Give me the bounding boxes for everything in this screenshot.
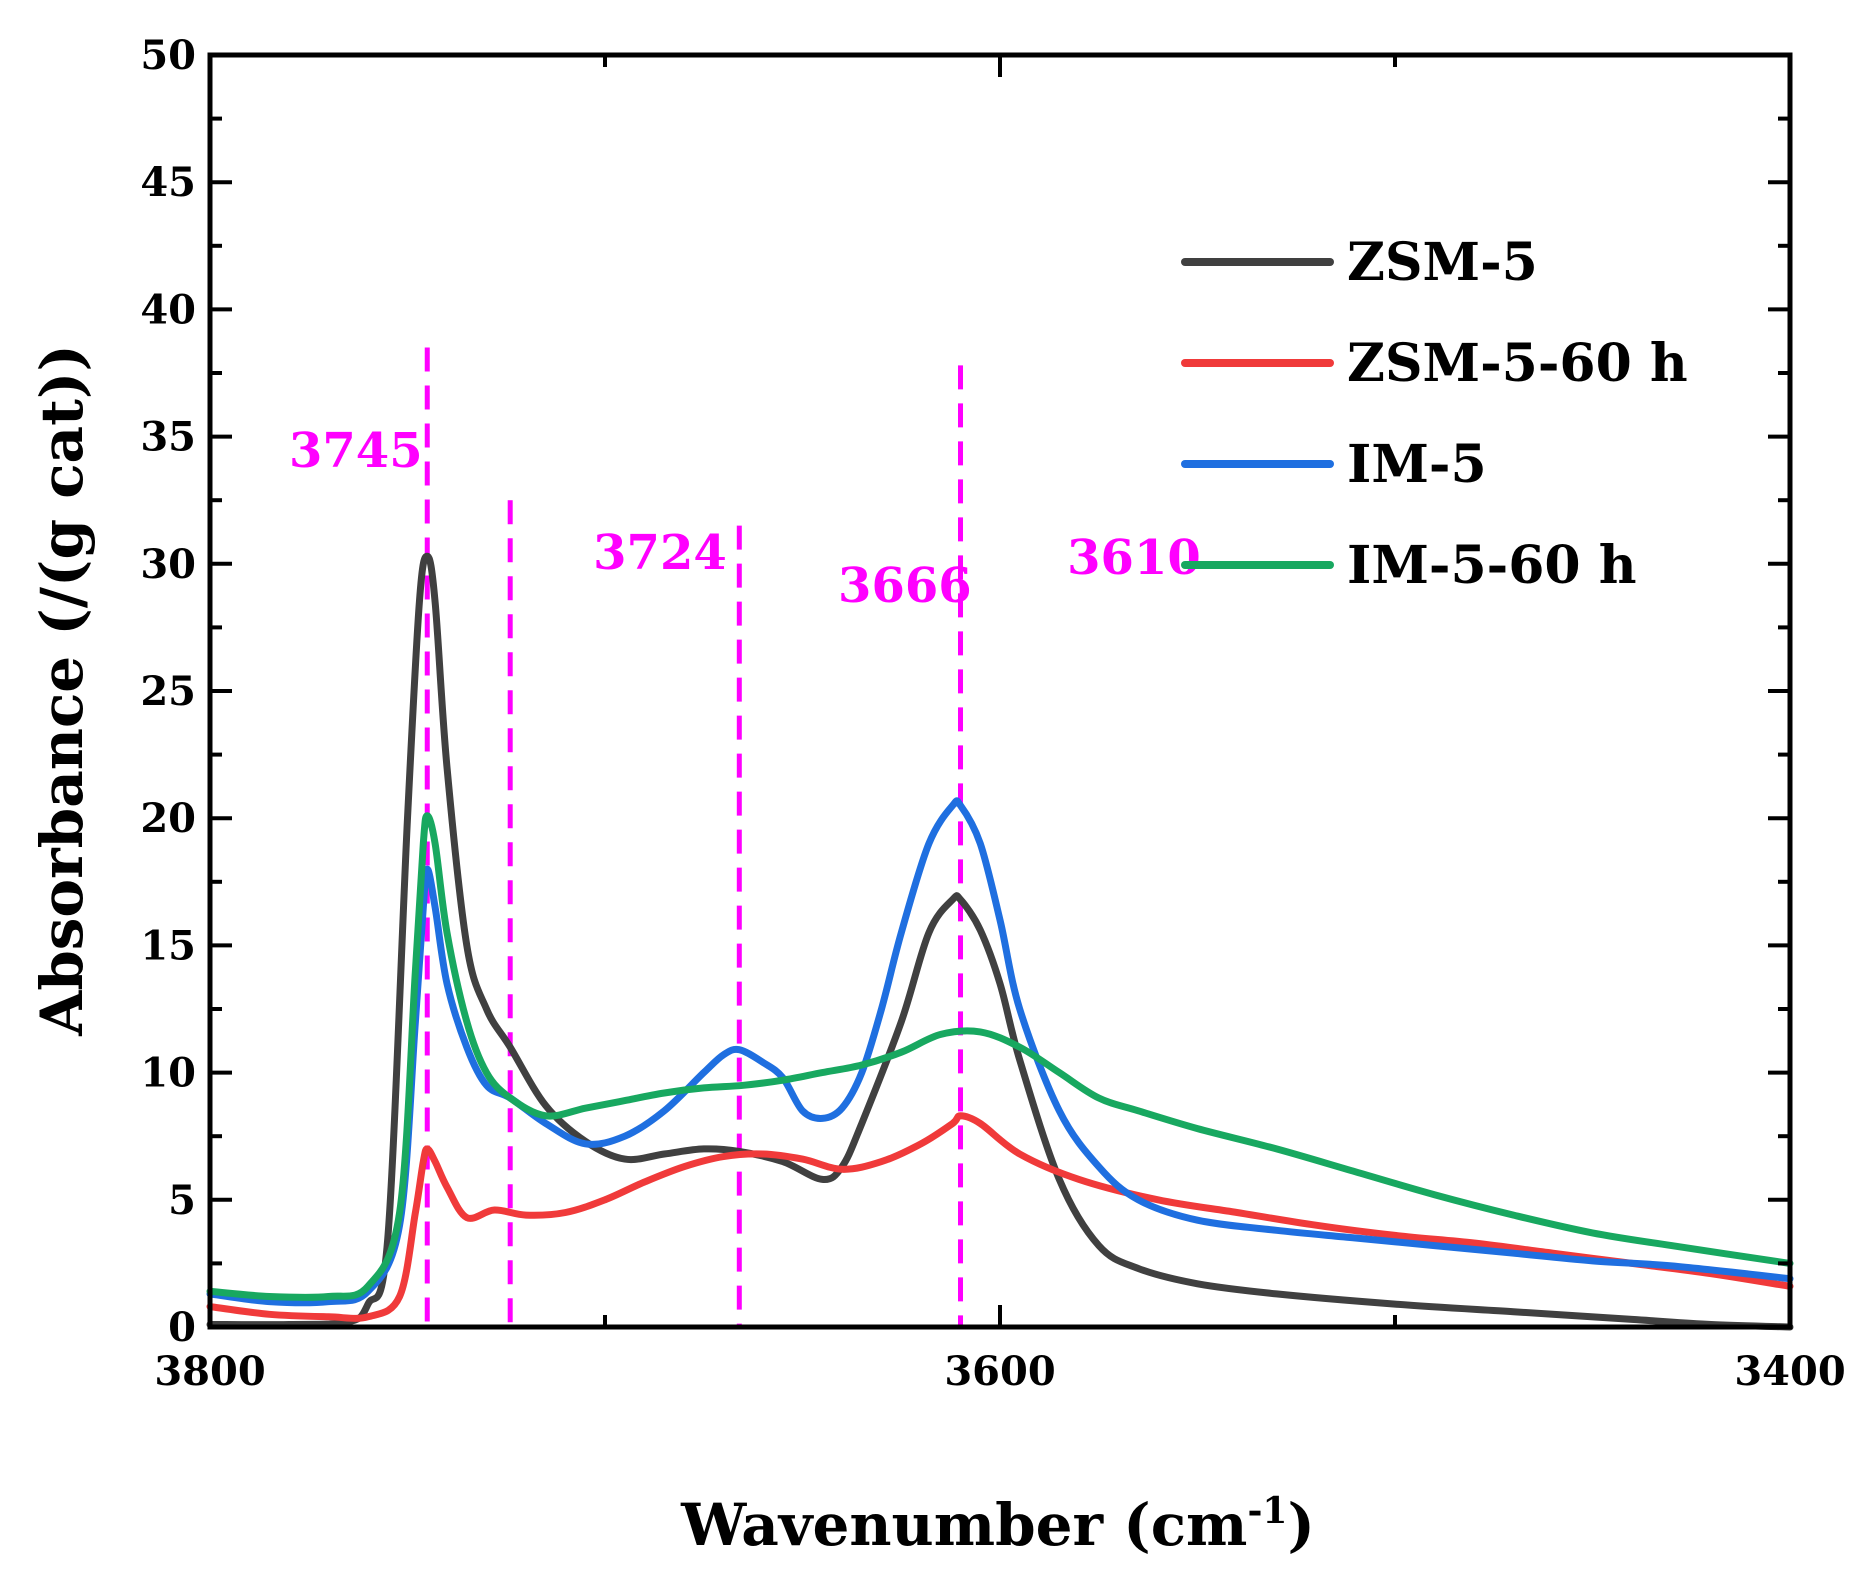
series-line-zsm-5-60-h <box>206 1112 1794 1322</box>
y-tick-label: 45 <box>140 159 196 206</box>
annotation-label-3745: 3745 <box>289 423 423 479</box>
annotation-label-3666: 3666 <box>838 558 972 614</box>
y-tick-label: 20 <box>140 795 196 842</box>
y-tick-label: 35 <box>140 414 196 461</box>
y-tick-label: 15 <box>140 922 196 969</box>
x-tick-label: 3600 <box>944 1348 1055 1395</box>
x-axis-title-sup: -1 <box>1247 1490 1287 1532</box>
x-axis-title: Wavenumber (cm-1) <box>680 1490 1315 1559</box>
series-line-im-5 <box>206 797 1794 1307</box>
y-axis-title: Absorbance (/(g cat)) <box>28 344 96 1037</box>
y-tick-label: 5 <box>168 1177 196 1224</box>
y-tick-label: 0 <box>168 1304 196 1351</box>
y-tick-label: 25 <box>140 668 196 715</box>
legend-label-im-5-60-h: IM-5-60 h <box>1347 535 1637 596</box>
x-axis-title-end: ) <box>1287 1491 1314 1559</box>
legend: ZSM-5 ZSM-5-60 h IM-5 IM-5-60 h <box>1181 232 1688 596</box>
series-line-im-5-60-h <box>206 812 1794 1301</box>
y-tick-label: 50 <box>140 32 196 79</box>
annotation-label-3610: 3610 <box>1067 530 1201 586</box>
legend-label-zsm-5: ZSM-5 <box>1347 232 1538 293</box>
y-tick-label: 10 <box>140 1050 196 1097</box>
x-tick-label: 3400 <box>1734 1348 1845 1395</box>
y-tick-label: 30 <box>140 541 196 588</box>
legend-label-im-5: IM-5 <box>1347 434 1487 495</box>
legend-label-zsm-5-60-h: ZSM-5-60 h <box>1347 333 1688 394</box>
tick-layer: 0 5 10 15 20 25 30 35 40 45 50 3800 3600 3400 <box>140 32 1845 1395</box>
series-layer <box>206 552 1794 1331</box>
x-tick-label: 3800 <box>154 1348 265 1395</box>
y-tick-label: 40 <box>140 286 196 333</box>
annotation-label-3724: 3724 <box>593 525 727 581</box>
annotation-layer: 3745 3724 3666 3610 <box>289 347 1201 1327</box>
series-line-zsm-5 <box>206 552 1794 1331</box>
x-axis-title-main: Wavenumber (cm <box>680 1491 1247 1559</box>
